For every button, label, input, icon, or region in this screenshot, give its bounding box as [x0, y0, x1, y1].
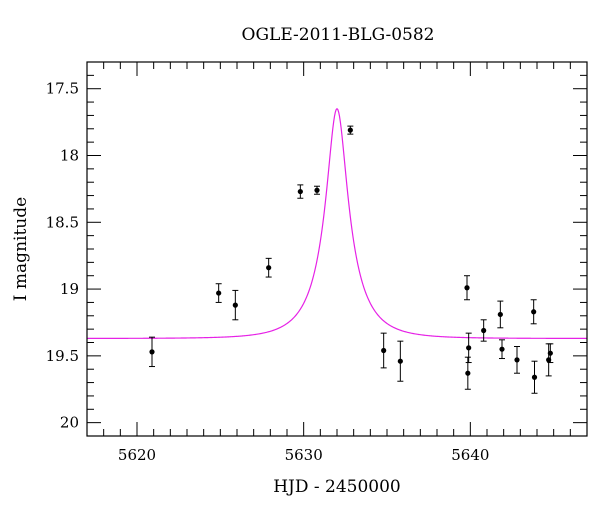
y-tick-label: 17.5 [46, 80, 79, 98]
point-marker [314, 187, 320, 193]
data-point [314, 185, 320, 195]
data-point [499, 339, 505, 360]
data-point [397, 340, 404, 382]
plot-frame [86, 61, 588, 437]
point-marker [297, 188, 303, 195]
y-axis-label: I magnitude [11, 197, 31, 301]
data-point [547, 343, 554, 364]
y-tick-label: 19.5 [46, 347, 79, 365]
point-marker [232, 302, 238, 308]
data-point [480, 319, 487, 342]
y-tick-label: 18.5 [46, 213, 79, 231]
data-point [514, 346, 520, 374]
point-marker [347, 127, 353, 133]
point-marker [466, 345, 472, 351]
point-marker [499, 346, 505, 352]
point-marker [464, 285, 470, 291]
y-tick-label: 19 [60, 280, 79, 298]
y-tick-label: 20 [60, 414, 79, 432]
data-point [497, 300, 504, 329]
point-marker [497, 311, 503, 318]
data-point [297, 184, 304, 199]
point-marker [149, 349, 155, 355]
x-tick-label: 5620 [118, 446, 156, 464]
data-point [530, 299, 537, 325]
data-point [347, 125, 354, 135]
point-marker [514, 357, 520, 363]
point-marker [547, 350, 553, 356]
data-point [464, 275, 470, 301]
data-point [464, 356, 471, 390]
point-marker [481, 327, 487, 334]
point-marker [381, 347, 387, 354]
data-point [232, 289, 239, 321]
data-points [149, 125, 554, 394]
data-point [265, 257, 272, 278]
data-point [149, 336, 155, 368]
point-marker [465, 370, 471, 376]
y-tick-label: 18 [60, 147, 79, 165]
data-point [531, 360, 538, 394]
data-point [380, 332, 387, 369]
data-point [215, 283, 222, 303]
point-marker [531, 374, 538, 380]
point-marker [531, 309, 537, 315]
point-marker [216, 290, 222, 296]
x-axis-label: HJD - 2450000 [273, 477, 401, 497]
axis-ticks [86, 61, 588, 437]
point-marker [397, 358, 403, 364]
chart-title: OGLE-2011-BLG-0582 [242, 25, 435, 45]
tick-labels: 5620 5630 5640 17.5 18 18.5 19 19.5 20 [46, 80, 490, 464]
model-curve [87, 107, 587, 340]
x-tick-label: 5640 [451, 446, 489, 464]
point-marker [266, 265, 272, 271]
x-tick-label: 5630 [285, 446, 323, 464]
